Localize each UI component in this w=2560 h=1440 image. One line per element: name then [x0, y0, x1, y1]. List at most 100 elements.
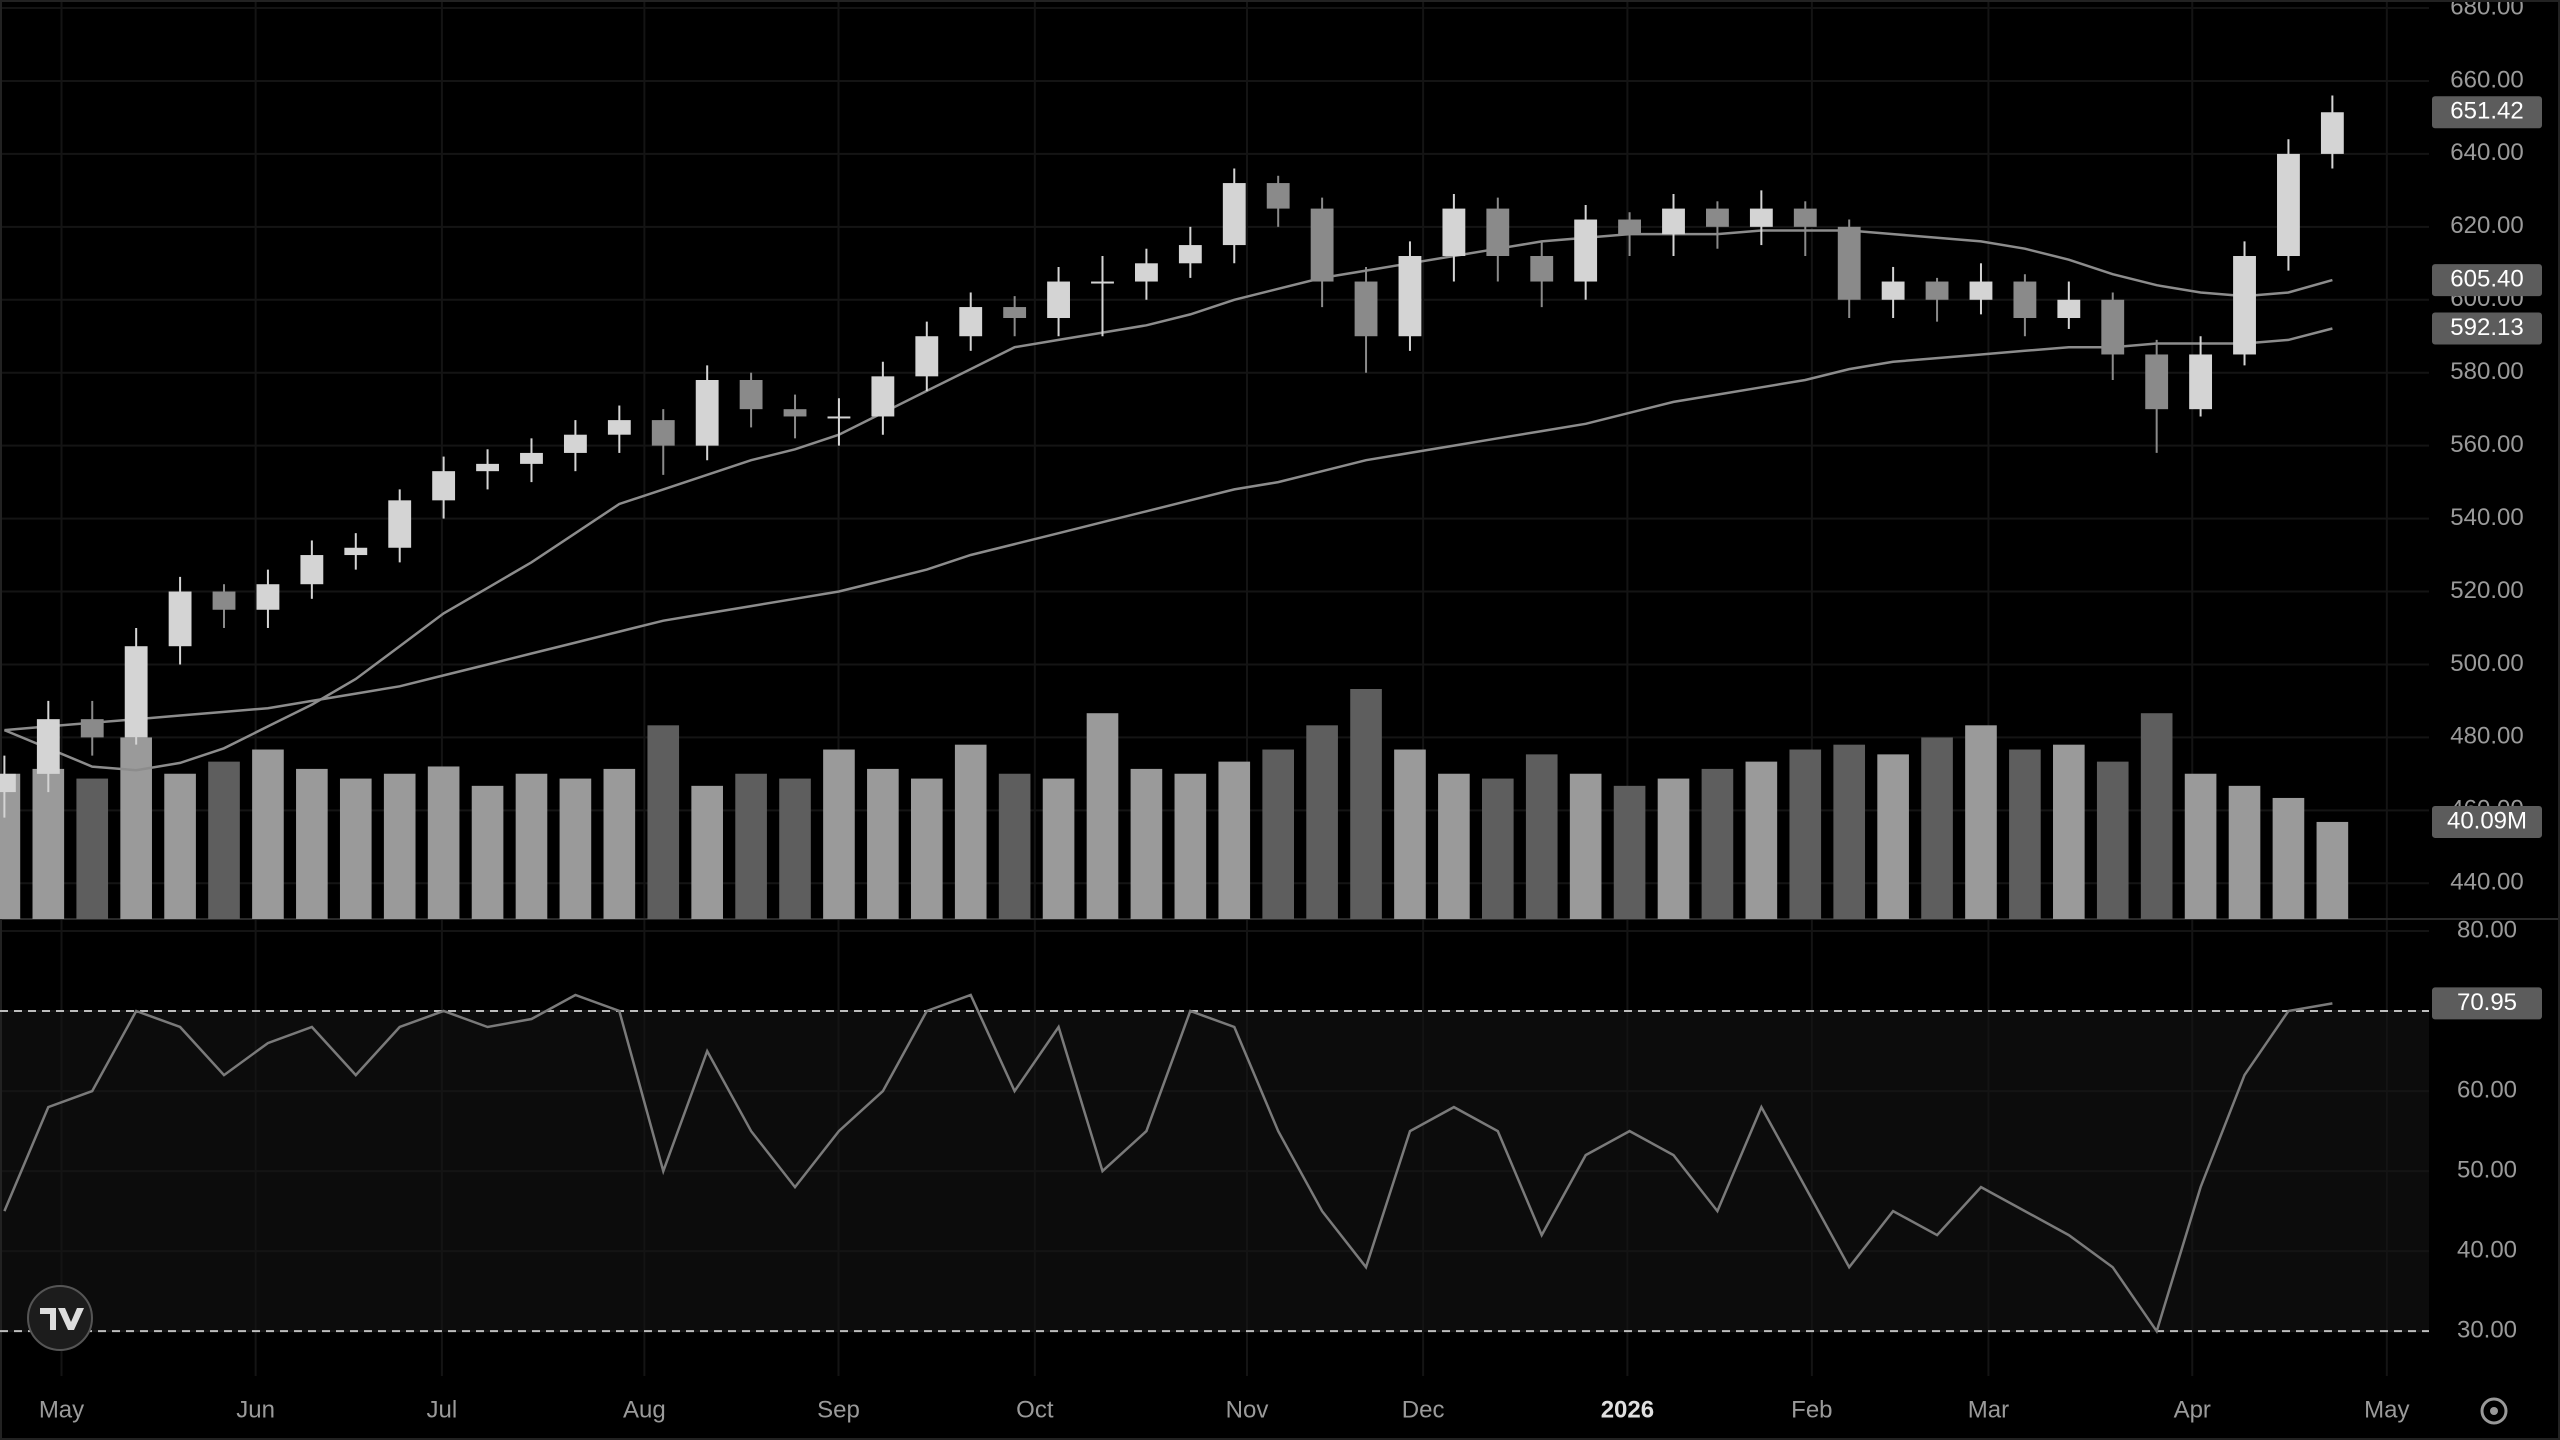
value-badge-label: 70.95	[2457, 989, 2517, 1016]
volume-bar	[1569, 773, 1602, 919]
candle-body	[1793, 208, 1817, 227]
candle-body	[0, 773, 16, 793]
candle-body	[915, 336, 939, 377]
volume-bar	[1262, 749, 1295, 919]
volume-bar	[427, 766, 460, 919]
volume-bar	[1965, 725, 1997, 919]
candle-body	[959, 307, 983, 337]
rsi-tick-label: 40.00	[2457, 1236, 2517, 1263]
value-badge	[2432, 312, 2542, 345]
rsi-tick-label: 50.00	[2457, 1156, 2517, 1183]
candle-body	[124, 646, 148, 738]
volume-bar	[691, 785, 723, 919]
volume-bar	[2140, 713, 2173, 919]
candle-body	[36, 719, 60, 774]
gear-hub	[2490, 1407, 2498, 1415]
x-tick-label: Mar	[1968, 1396, 2009, 1423]
x-tick-label: Jul	[427, 1396, 458, 1423]
y-tick-label: 640.00	[2450, 139, 2523, 166]
candle-body	[344, 547, 368, 556]
x-tick-label: Feb	[1791, 1396, 1832, 1423]
x-tick-label: Apr	[2174, 1396, 2211, 1423]
candle-body	[300, 555, 324, 585]
volume-bar	[164, 773, 196, 919]
candle-body	[432, 471, 456, 501]
candle-body	[168, 591, 192, 647]
settings-icon[interactable]	[2480, 1397, 2508, 1425]
volume-bar	[1789, 749, 1822, 919]
value-badge-label: 605.40	[2450, 265, 2523, 292]
value-badge	[2432, 264, 2542, 297]
y-tick-label: 440.00	[2450, 869, 2523, 896]
candle-body	[1662, 208, 1685, 235]
value-badge	[2432, 805, 2542, 838]
volume-bar	[2009, 749, 2041, 919]
x-tick-label: May	[39, 1396, 84, 1423]
volume-bar	[2228, 785, 2261, 919]
candle-body	[1003, 307, 1027, 319]
candle-body	[563, 434, 587, 453]
volume-bar	[910, 778, 943, 919]
candle-body	[2145, 354, 2169, 410]
volume-bar	[2184, 773, 2217, 919]
candle-body	[1310, 208, 1334, 282]
volume-bar	[867, 768, 899, 919]
rsi-tick-label: 80.00	[2457, 916, 2517, 943]
candle-body	[1398, 256, 1422, 337]
candle-body	[2101, 299, 2125, 355]
x-tick-label: Aug	[623, 1396, 666, 1423]
candle-body	[212, 591, 236, 610]
volume-bar	[779, 778, 811, 919]
candle-body	[2057, 299, 2081, 319]
volume-bar	[1877, 754, 1909, 919]
candle-body	[2189, 354, 2213, 410]
volume-bar	[1525, 754, 1558, 919]
y-tick-label: 580.00	[2450, 358, 2523, 385]
logo[interactable]	[27, 1285, 93, 1351]
candle-body	[2320, 112, 2344, 154]
candle-body	[256, 584, 280, 610]
candle-body	[607, 420, 631, 435]
volume-bar	[1481, 778, 1514, 919]
volume-bar	[1350, 689, 1382, 919]
volume-bar	[515, 773, 548, 919]
y-tick-label: 500.00	[2450, 650, 2523, 677]
candle-body	[783, 409, 807, 417]
volume-bar	[1306, 725, 1338, 919]
candle-body	[1178, 245, 1202, 264]
volume-bar	[998, 773, 1031, 919]
candle-body	[871, 376, 895, 417]
candle-body	[1354, 281, 1378, 337]
x-tick-label: Jun	[236, 1396, 275, 1423]
x-tick-label: Dec	[1402, 1396, 1445, 1423]
candle-body	[1574, 219, 1598, 282]
moving-average	[3, 229, 2333, 772]
volume-bar	[647, 725, 680, 919]
candle-body	[1091, 281, 1114, 284]
value-badge-label: 40.09M	[2447, 807, 2527, 834]
candle-body	[1925, 281, 1949, 300]
candle-body	[388, 500, 412, 548]
gear-ring	[2480, 1397, 2508, 1425]
volume-bar	[32, 768, 65, 919]
logo-circle	[27, 1285, 93, 1351]
y-tick-label: 660.00	[2450, 66, 2523, 93]
volume-bar	[603, 768, 636, 919]
value-badge-label: 651.42	[2450, 98, 2523, 125]
candle-body	[1442, 208, 1466, 257]
rsi-tick-label: 30.00	[2457, 1317, 2517, 1344]
candle-body	[2013, 281, 2037, 319]
volume-bar	[2316, 821, 2349, 919]
candle-body	[827, 416, 851, 419]
candle-body	[1969, 281, 1993, 300]
y-tick-label: 560.00	[2450, 431, 2523, 458]
volume-bar	[954, 744, 987, 919]
value-badge	[2432, 96, 2542, 129]
volume-bar	[296, 768, 328, 919]
candle-body	[1749, 208, 1773, 227]
volume-bar	[383, 773, 416, 919]
volume-bar	[823, 749, 855, 919]
candle-body	[520, 452, 543, 464]
